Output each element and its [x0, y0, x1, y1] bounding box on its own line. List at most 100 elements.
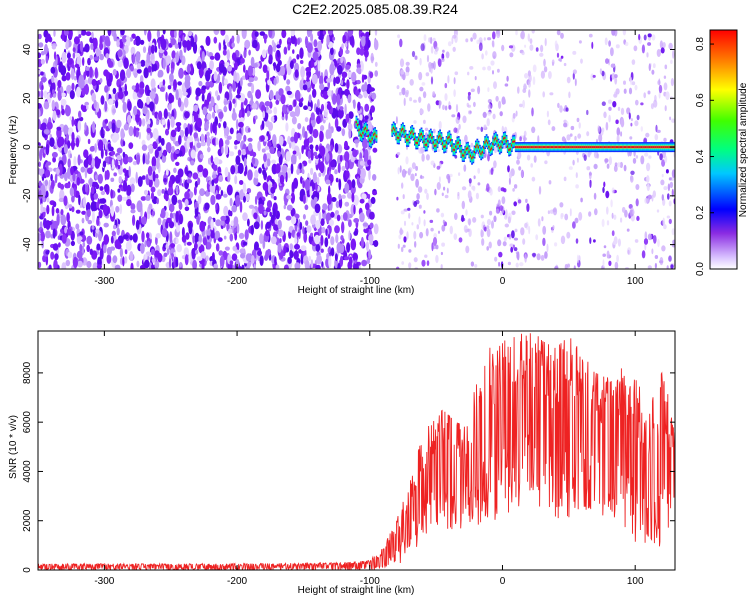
noise-blob [320, 103, 325, 112]
noise-blob [417, 186, 423, 193]
noise-blob [38, 52, 42, 59]
noise-blob [221, 146, 224, 155]
noise-blob [344, 201, 350, 207]
noise-blob [368, 169, 371, 181]
noise-blob [43, 218, 47, 229]
noise-blob [146, 127, 152, 134]
noise-blob [487, 37, 492, 41]
noise-blob [71, 195, 75, 203]
noise-blob [38, 261, 42, 269]
noise-blob [205, 255, 209, 262]
noise-blob [546, 110, 550, 118]
y-tick-label: -20 [22, 188, 33, 203]
noise-blob [231, 253, 238, 261]
colorbar-tick-label: 0.4 [695, 149, 706, 163]
noise-blob [93, 37, 98, 50]
noise-blob [613, 165, 618, 172]
noise-blob [533, 155, 537, 163]
spectrogram-y-label: Frequency (Hz) [8, 116, 19, 185]
noise-blob [163, 108, 168, 119]
noise-blob [356, 79, 361, 85]
noise-blob [136, 260, 140, 268]
noise-blob [504, 83, 509, 87]
noise-blob [532, 76, 536, 86]
snr-y-label: SNR (10 * v/v) [8, 415, 19, 479]
noise-blob [138, 215, 142, 225]
noise-blob [199, 154, 204, 159]
noise-blob [184, 74, 191, 83]
noise-blob [106, 57, 112, 65]
noise-blob [210, 155, 214, 164]
noise-blob [606, 163, 610, 169]
noise-blob [338, 193, 342, 200]
noise-blob [577, 133, 582, 139]
noise-blob [80, 166, 86, 173]
noise-blob [486, 118, 490, 127]
noise-blob [111, 150, 116, 156]
noise-blob [667, 193, 670, 200]
noise-blob [122, 256, 125, 267]
noise-blob [287, 256, 292, 264]
noise-blob [276, 44, 281, 49]
noise-blob [194, 243, 198, 250]
noise-blob [647, 265, 652, 269]
noise-blob [204, 202, 210, 210]
noise-blob [349, 34, 355, 46]
noise-blob [84, 83, 89, 95]
noise-blob [621, 206, 626, 213]
noise-blob [549, 209, 554, 214]
noise-blob [477, 85, 481, 95]
noise-blob [157, 189, 162, 197]
noise-blob [267, 133, 271, 141]
noise-blob [310, 151, 314, 161]
noise-blob [399, 91, 402, 96]
noise-blob [656, 209, 660, 213]
noise-blob [53, 259, 58, 269]
noise-blob [186, 179, 192, 184]
noise-blob [476, 126, 480, 130]
noise-blob [414, 55, 418, 60]
noise-blob [186, 241, 192, 246]
noise-blob [163, 252, 168, 257]
noise-blob [229, 260, 234, 265]
noise-blob [487, 65, 492, 71]
noise-blob [337, 108, 344, 119]
noise-blob [327, 247, 331, 254]
noise-blob [511, 210, 516, 216]
noise-blob [624, 41, 629, 47]
noise-blob [254, 241, 259, 251]
noise-blob [113, 172, 117, 177]
noise-blob [661, 194, 664, 201]
noise-blob [542, 91, 545, 98]
noise-blob [194, 34, 198, 44]
noise-blob [662, 42, 666, 48]
noise-blob [233, 216, 239, 227]
noise-blob [61, 108, 65, 116]
noise-blob [341, 90, 345, 95]
noise-blob [67, 140, 71, 149]
noise-blob [86, 167, 93, 175]
noise-blob [652, 63, 656, 69]
noise-blob [307, 150, 311, 160]
noise-blob [251, 83, 255, 94]
noise-blob [177, 168, 184, 178]
noise-blob [671, 118, 675, 123]
noise-blob [514, 228, 518, 233]
noise-blob [632, 157, 637, 164]
noise-blob [316, 176, 320, 185]
noise-blob [401, 88, 404, 94]
noise-blob [152, 141, 158, 150]
noise-blob [453, 89, 456, 97]
noise-blob [560, 55, 564, 59]
noise-blob [358, 94, 363, 99]
noise-blob [634, 120, 639, 127]
noise-blob [130, 203, 136, 211]
noise-blob [64, 226, 68, 234]
noise-blob [102, 160, 107, 168]
noise-blob [319, 145, 326, 157]
noise-blob [470, 261, 475, 267]
noise-blob [251, 102, 258, 110]
noise-blob [646, 175, 650, 183]
noise-blob [61, 234, 67, 244]
